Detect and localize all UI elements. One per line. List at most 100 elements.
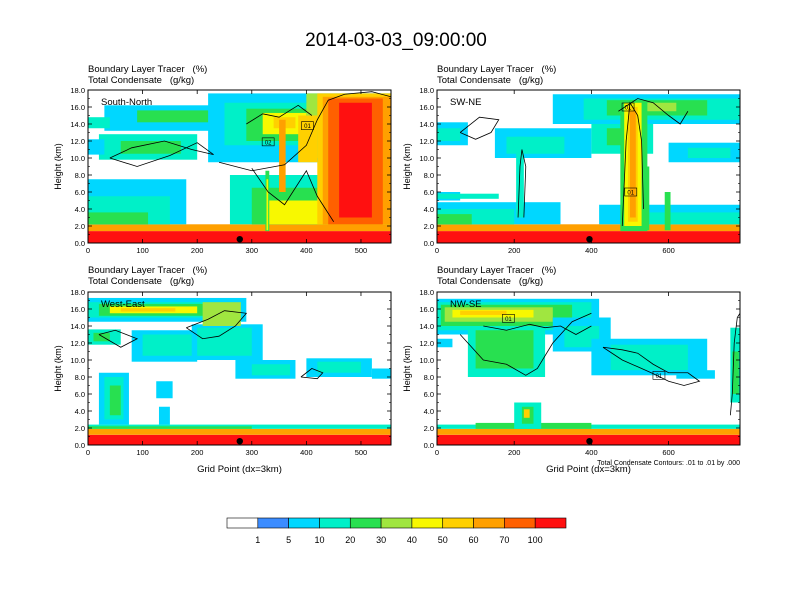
- filled-contour-region: [120, 308, 176, 312]
- y-tick-label: 2.0: [424, 424, 434, 433]
- panel-1-condensate-label: Total Condensate (g/kg): [88, 75, 195, 86]
- colorbar-swatch: [473, 517, 505, 529]
- filled-contour-region: [142, 334, 198, 356]
- colorbar-label: 50: [438, 535, 448, 545]
- y-tick-label: 0.0: [424, 239, 434, 248]
- x-tick-label: 200: [191, 448, 204, 457]
- y-tick-label: 2.0: [75, 222, 85, 231]
- filled-contour-region: [622, 102, 677, 112]
- contour-label-box: [502, 314, 515, 323]
- filled-contour-region: [730, 102, 740, 120]
- condensate-contour-line: [729, 313, 740, 416]
- condensate-contour-line: [459, 312, 592, 376]
- filled-contour-region: [437, 224, 740, 232]
- filled-contour-region: [279, 119, 286, 192]
- y-tick-label: 10.0: [419, 154, 434, 163]
- x-tick-label: 0: [86, 246, 90, 255]
- colorbar-label: 30: [376, 535, 386, 545]
- y-tick-label: 4.0: [424, 205, 434, 214]
- condensate-contours: 02 01: [109, 91, 391, 222]
- filled-contour-region: [197, 327, 252, 356]
- colorbar-label: 60: [469, 535, 479, 545]
- filled-contour-region: [202, 302, 241, 326]
- x-tick-label: 200: [508, 448, 521, 457]
- panel-4-condensate-label: Total Condensate (g/kg): [437, 276, 544, 287]
- x-tick-label: 400: [585, 448, 598, 457]
- y-tick-label: 6.0: [75, 390, 85, 399]
- filled-contour-region: [516, 136, 524, 218]
- condensate-contour-line: [483, 323, 592, 335]
- figure-title: 2014-03-03_09:00:00: [305, 30, 487, 51]
- location-marker: [236, 437, 243, 445]
- y-tick-label: 12.0: [419, 137, 434, 146]
- y-tick-label: 16.0: [70, 103, 85, 112]
- filled-contour-region: [664, 192, 671, 231]
- y-tick-label: 10.0: [70, 356, 85, 365]
- filled-contour-region: [137, 110, 214, 123]
- colorbar-label: 10: [314, 535, 324, 545]
- y-tick-label: 14.0: [419, 120, 434, 129]
- x-tick-label: 400: [300, 448, 313, 457]
- colorbar-swatch: [411, 517, 444, 529]
- colorbar: 1 5 10 20 30 40 50 60 70 100: [226, 517, 567, 545]
- filled-contour-region: [645, 166, 650, 231]
- panel-name: SW-NE: [450, 97, 482, 108]
- filled-contour-region: [339, 102, 372, 218]
- colorbar-label: 70: [499, 535, 509, 545]
- panel-name: West-East: [101, 299, 145, 310]
- y-axis-label: Height (km): [402, 345, 412, 392]
- y-tick-label: 6.0: [75, 188, 85, 197]
- filled-contour-region: [437, 193, 499, 199]
- colorbar-swatch: [319, 517, 351, 529]
- colorbar-label: 1: [255, 535, 260, 545]
- y-tick-label: 6.0: [424, 390, 434, 399]
- x-tick-label: 100: [136, 246, 149, 255]
- contour-label-box: [301, 121, 314, 130]
- x-tick-label: 500: [355, 246, 368, 255]
- x-tick-label: 200: [191, 246, 204, 255]
- filled-contour-region: [93, 332, 110, 342]
- contour-label: 01: [627, 191, 634, 197]
- x-tick-label: 500: [355, 448, 368, 457]
- condensate-contour-line: [246, 104, 313, 125]
- panel-2-condensate-label: Total Condensate (g/kg): [437, 75, 544, 86]
- x-tick-label: 100: [136, 448, 149, 457]
- contour-label: 02: [265, 140, 272, 146]
- panel-4: 01 01 0.0 2.0 4.0 6.0 8.0 10.0 12.0 14.0 16.0 18.0 0…: [402, 288, 741, 475]
- y-axis-label: Height (km): [53, 143, 63, 190]
- filled-contour-region: [676, 370, 715, 379]
- filled-contour-region: [88, 212, 149, 225]
- contour-label-box: [621, 102, 635, 112]
- filled-contour-region: [251, 364, 290, 376]
- filled-contour-region: [88, 117, 110, 129]
- y-tick-label: 8.0: [75, 171, 85, 180]
- filled-contour-region: [266, 179, 269, 231]
- panel-2-tracer-label: Boundary Layer Tracer (%): [437, 64, 557, 75]
- y-tick-label: 0.0: [424, 441, 434, 450]
- filled-contour-region: [506, 136, 565, 154]
- filled-contour-region: [298, 115, 318, 163]
- condensate-contour-line: [517, 149, 527, 218]
- colorbar-label: 20: [345, 535, 355, 545]
- panel-name: South-North: [101, 97, 152, 108]
- filled-contour-region: [629, 111, 636, 218]
- y-tick-label: 16.0: [419, 305, 434, 314]
- filled-contour-region: [437, 338, 453, 348]
- y-tick-label: 14.0: [419, 322, 434, 331]
- x-axis-label: Grid Point (dx=3km): [546, 464, 631, 475]
- colorbar-label: 5: [286, 535, 291, 545]
- filled-contour-region: [475, 330, 534, 369]
- filled-contour-region: [88, 224, 391, 232]
- y-tick-label: 18.0: [70, 288, 85, 297]
- x-tick-label: 600: [662, 246, 675, 255]
- filled-contour-region: [88, 428, 391, 435]
- condensate-contour-line: [300, 368, 324, 380]
- contour-label-box: [652, 370, 666, 380]
- colorbar-label: 40: [407, 535, 417, 545]
- filled-contour-region: [371, 368, 391, 379]
- y-tick-label: 18.0: [419, 86, 434, 95]
- y-tick-label: 14.0: [70, 120, 85, 129]
- contour-label: 01: [656, 374, 663, 380]
- y-tick-label: 8.0: [424, 373, 434, 382]
